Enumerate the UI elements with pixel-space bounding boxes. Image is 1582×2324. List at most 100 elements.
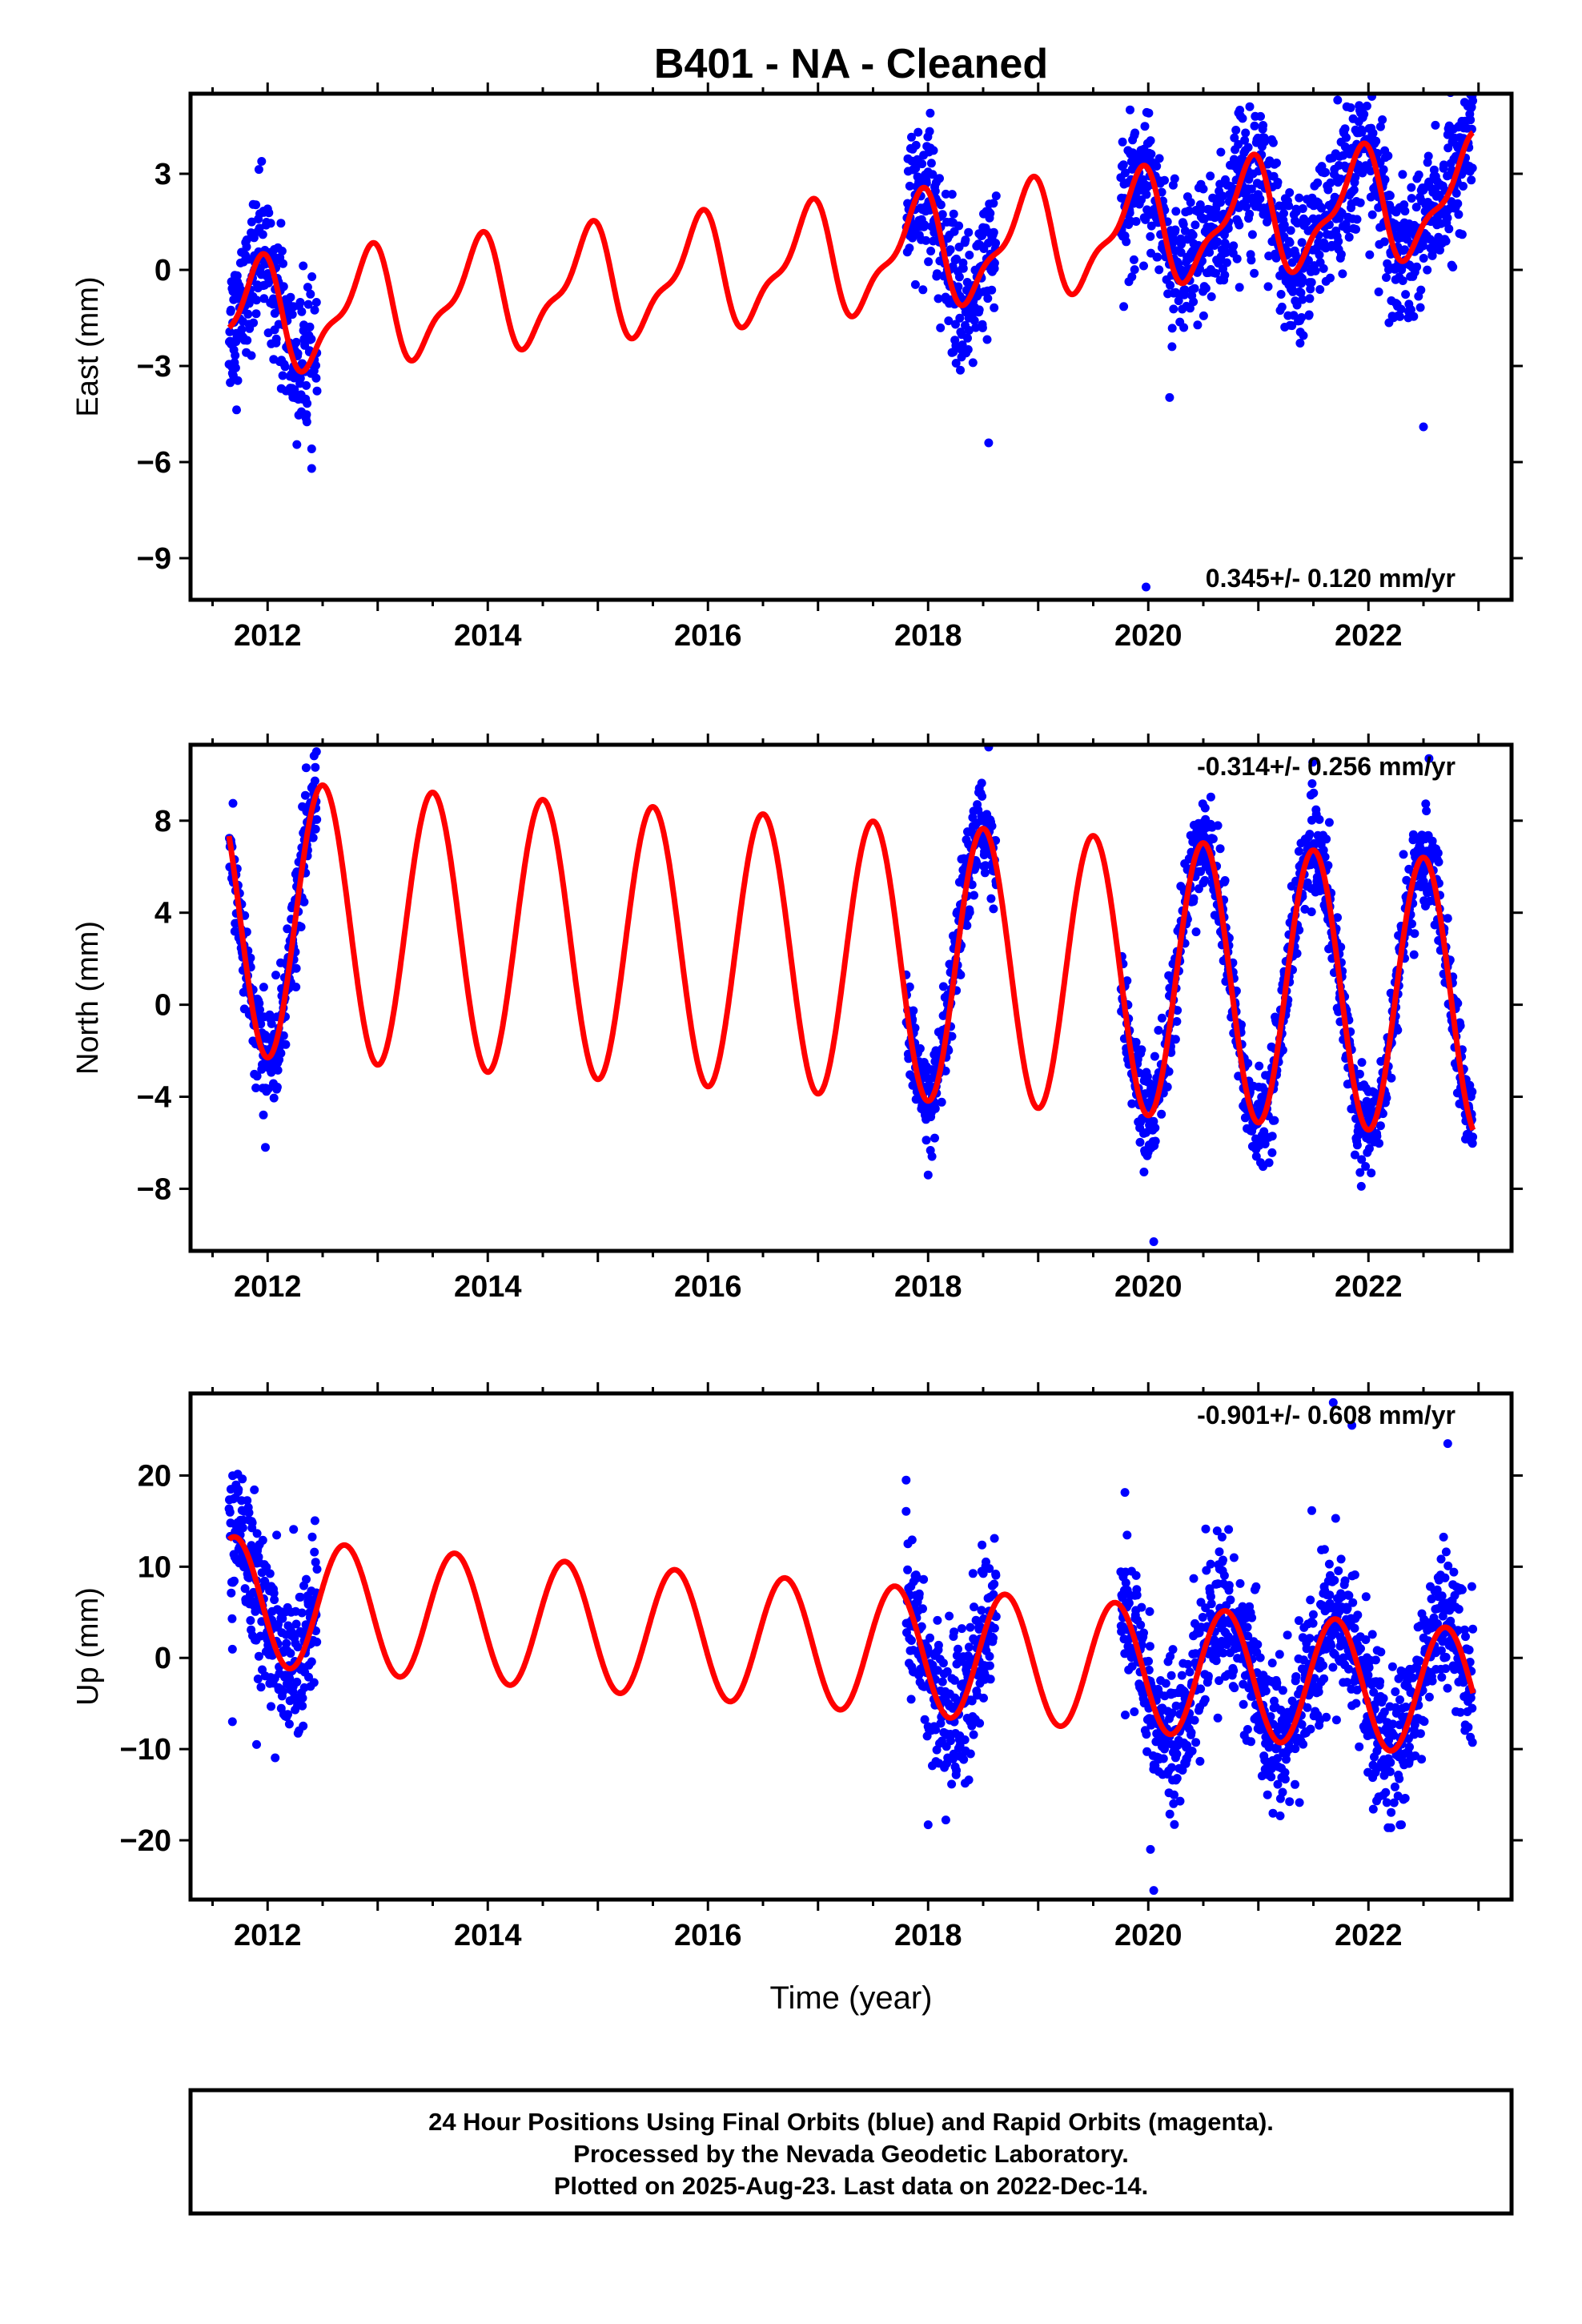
data-point bbox=[1170, 1819, 1179, 1829]
data-point bbox=[1285, 188, 1295, 197]
data-point bbox=[1387, 1073, 1396, 1083]
data-point bbox=[1355, 1742, 1364, 1751]
data-point bbox=[271, 971, 280, 980]
data-point bbox=[267, 1019, 276, 1028]
data-point bbox=[1336, 250, 1346, 259]
y-tick-label: 0 bbox=[155, 1642, 171, 1675]
data-point bbox=[250, 1485, 259, 1494]
data-point bbox=[1348, 1598, 1358, 1607]
data-point bbox=[1150, 1136, 1160, 1146]
data-point bbox=[1322, 1712, 1331, 1722]
data-point bbox=[244, 1508, 254, 1518]
data-point bbox=[1206, 1559, 1215, 1569]
data-point bbox=[971, 323, 981, 332]
data-point bbox=[1439, 1532, 1448, 1542]
footer: 24 Hour Positions Using Final Orbits (bl… bbox=[188, 2088, 1514, 2216]
x-tick-label: 2020 bbox=[1114, 1919, 1182, 1952]
data-point bbox=[991, 191, 1001, 201]
data-point bbox=[1131, 217, 1141, 226]
data-point bbox=[1327, 1641, 1336, 1651]
data-point bbox=[1166, 1671, 1176, 1680]
data-point bbox=[255, 1005, 264, 1015]
data-point bbox=[1120, 1488, 1130, 1498]
data-point bbox=[1250, 268, 1259, 278]
data-point bbox=[1170, 225, 1180, 235]
data-point bbox=[990, 303, 999, 312]
data-point bbox=[266, 219, 275, 228]
data-point bbox=[1457, 1585, 1467, 1594]
data-point bbox=[1139, 261, 1148, 271]
data-point bbox=[1195, 1756, 1205, 1766]
data-point bbox=[941, 189, 950, 199]
data-point bbox=[1409, 312, 1419, 321]
east-rate-annotation: 0.345+/- 0.120 mm/yr bbox=[1206, 564, 1456, 593]
up-rate-annotation: -0.901+/- 0.608 mm/yr bbox=[1197, 1401, 1456, 1429]
data-point bbox=[983, 294, 993, 304]
data-point bbox=[1361, 62, 1370, 71]
data-point bbox=[1130, 128, 1140, 138]
data-point bbox=[955, 313, 965, 323]
data-point bbox=[1443, 1683, 1452, 1693]
data-point bbox=[938, 210, 947, 219]
data-point bbox=[303, 399, 312, 408]
data-point bbox=[1300, 904, 1310, 914]
data-point bbox=[1366, 58, 1375, 66]
data-point bbox=[917, 159, 927, 169]
data-point bbox=[1365, 250, 1375, 259]
north-fit-line bbox=[226, 782, 1476, 1133]
data-point bbox=[1382, 1798, 1391, 1807]
data-point bbox=[297, 1608, 307, 1618]
data-point bbox=[977, 1606, 986, 1615]
data-point bbox=[290, 385, 299, 395]
data-point bbox=[984, 438, 994, 448]
data-point bbox=[1200, 803, 1210, 813]
data-point bbox=[978, 323, 987, 332]
data-point bbox=[913, 127, 923, 137]
data-point bbox=[1346, 103, 1355, 112]
data-point bbox=[1295, 1798, 1304, 1807]
data-point bbox=[1263, 282, 1273, 292]
data-point bbox=[947, 190, 957, 199]
data-point bbox=[1280, 1767, 1290, 1777]
north-rate-annotation: -0.314+/- 0.256 mm/yr bbox=[1197, 752, 1456, 781]
data-point bbox=[1344, 1590, 1354, 1600]
data-point bbox=[1448, 263, 1458, 271]
data-point bbox=[310, 1547, 319, 1557]
data-point bbox=[934, 1640, 943, 1650]
data-point bbox=[1315, 814, 1324, 824]
data-point bbox=[1313, 178, 1323, 187]
data-point bbox=[1468, 96, 1478, 106]
data-point bbox=[243, 309, 253, 319]
data-point bbox=[279, 259, 287, 268]
data-point bbox=[1378, 1109, 1387, 1119]
data-point bbox=[1371, 136, 1381, 146]
data-point bbox=[1464, 1723, 1473, 1732]
data-point bbox=[1268, 138, 1278, 147]
data-point bbox=[1356, 1181, 1366, 1191]
data-point bbox=[1255, 1653, 1265, 1663]
data-point bbox=[1235, 1578, 1245, 1588]
data-point bbox=[1375, 1677, 1385, 1687]
data-point bbox=[1461, 22, 1470, 31]
data-point bbox=[1146, 231, 1155, 241]
data-point bbox=[1220, 271, 1230, 279]
data-point bbox=[978, 1569, 988, 1578]
data-point bbox=[909, 1006, 918, 1015]
data-point bbox=[1260, 137, 1270, 147]
data-point bbox=[975, 1719, 985, 1728]
data-point bbox=[1137, 1602, 1146, 1612]
data-point bbox=[1355, 1168, 1365, 1177]
data-point bbox=[1119, 302, 1129, 312]
data-point bbox=[1400, 245, 1409, 255]
data-point bbox=[238, 1523, 247, 1533]
data-point bbox=[1386, 1823, 1395, 1832]
x-tick-label: 2016 bbox=[674, 1270, 742, 1304]
data-point bbox=[1235, 220, 1244, 230]
data-point bbox=[1187, 1747, 1197, 1755]
up-data-points bbox=[224, 1397, 1478, 1896]
data-point bbox=[280, 362, 290, 372]
data-point bbox=[1424, 1692, 1434, 1702]
data-point bbox=[1468, 1738, 1477, 1747]
data-point bbox=[1142, 1072, 1152, 1081]
data-point bbox=[1347, 1421, 1357, 1430]
